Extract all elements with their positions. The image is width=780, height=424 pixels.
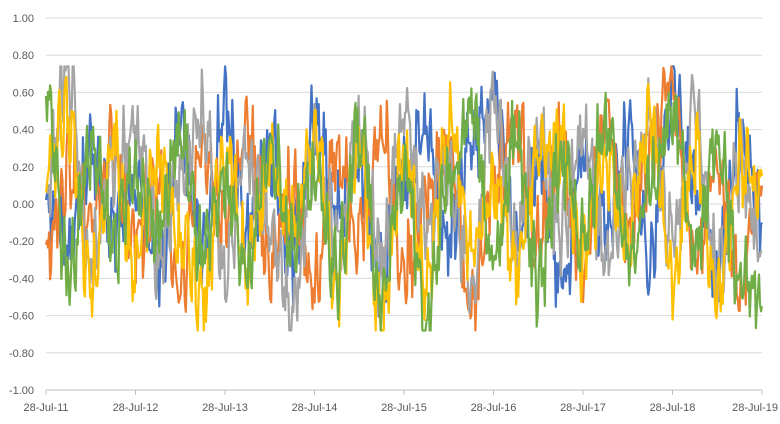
x-tick-label: 28-Jul-13 <box>202 402 248 414</box>
x-tick-label: 28-Jul-19 <box>732 402 778 414</box>
y-tick-label: -0.20 <box>9 236 34 248</box>
x-tick-label: 28-Jul-17 <box>560 402 606 414</box>
x-axis: 28-Jul-11 28-Jul-12 28-Jul-13 28-Jul-14 28-J… <box>23 389 778 414</box>
y-tick-label: 0.00 <box>13 199 34 211</box>
y-tick-label: 0.40 <box>13 125 34 137</box>
y-tick-label: -0.80 <box>9 348 34 360</box>
y-tick-label: 1.00 <box>13 13 34 25</box>
x-tick-label: 28-Jul-15 <box>381 402 427 414</box>
y-tick-label: 0.20 <box>13 162 34 174</box>
plot-area <box>44 65 764 332</box>
y-tick-label: -0.40 <box>9 273 34 285</box>
series-line-1 <box>44 65 763 318</box>
y-tick-label: 0.80 <box>13 50 34 62</box>
x-tick-label: 28-Jul-18 <box>650 402 696 414</box>
y-tick-label: -0.60 <box>9 311 34 323</box>
y-axis: 1.00 0.80 0.60 0.40 0.20 0.00 -0.20 -0.40 -0.60 -… <box>9 13 34 397</box>
x-tick-label: 28-Jul-11 <box>23 402 68 414</box>
series-line-5 <box>44 84 764 332</box>
x-tick-label: 28-Jul-14 <box>292 402 338 414</box>
y-tick-label: 0.60 <box>13 87 34 99</box>
y-tick-label: -1.00 <box>9 385 34 397</box>
x-tick-label: 28-Jul-12 <box>113 402 159 414</box>
x-tick-label: 28-Jul-16 <box>471 402 517 414</box>
